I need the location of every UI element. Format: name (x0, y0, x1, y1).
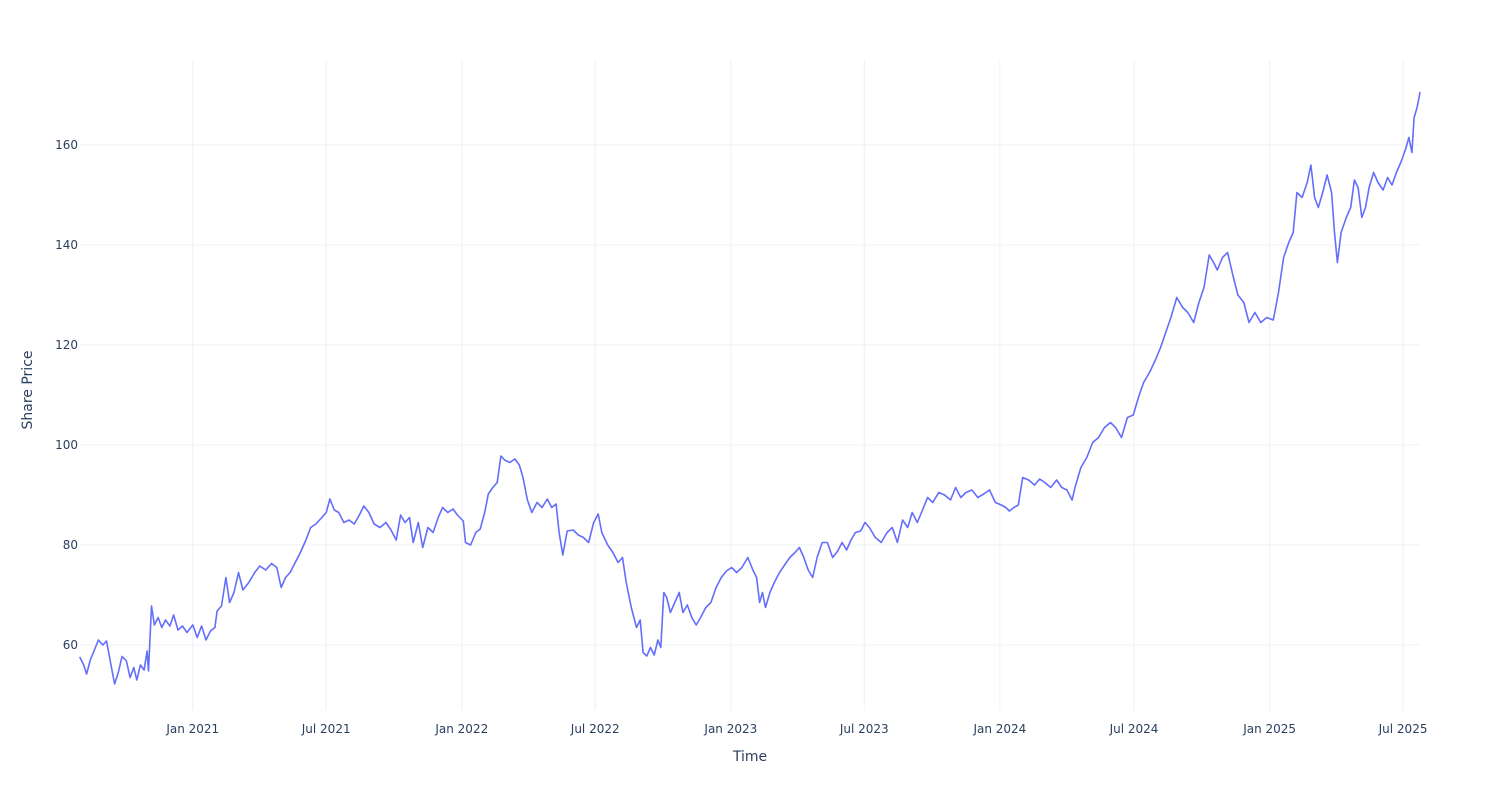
y-tick-label: 120 (55, 338, 78, 352)
x-tick-label: Jul 2021 (301, 722, 351, 736)
series-layer (79, 91, 1421, 685)
x-tick-label: Jan 2024 (972, 722, 1026, 736)
x-tick-label: Jul 2023 (839, 722, 889, 736)
x-axis-title: Time (732, 749, 767, 765)
x-tick-label: Jan 2023 (703, 722, 757, 736)
x-tick-label: Jan 2022 (434, 722, 488, 736)
y-gridlines (80, 144, 1420, 646)
y-tick-label: 60 (63, 638, 78, 652)
x-gridlines (192, 60, 1404, 710)
x-tick-label: Jan 2021 (165, 722, 219, 736)
y-tick-labels: 60 80 100 120 140 160 (55, 138, 78, 652)
y-tick-label: 100 (55, 438, 78, 452)
y-tick-label: 160 (55, 138, 78, 152)
x-tick-label: Jul 2025 (1378, 722, 1428, 736)
x-tick-label: Jan 2025 (1242, 722, 1296, 736)
x-tick-label: Jul 2022 (570, 722, 620, 736)
share-price-line (79, 91, 1421, 685)
y-tick-label: 80 (63, 538, 78, 552)
x-tick-label: Jul 2024 (1109, 722, 1159, 736)
x-tick-labels: Jan 2021 Jul 2021 Jan 2022 Jul 2022 Jan 2023… (165, 722, 1427, 736)
y-axis-title: Share Price (20, 350, 36, 429)
y-tick-label: 140 (55, 238, 78, 252)
